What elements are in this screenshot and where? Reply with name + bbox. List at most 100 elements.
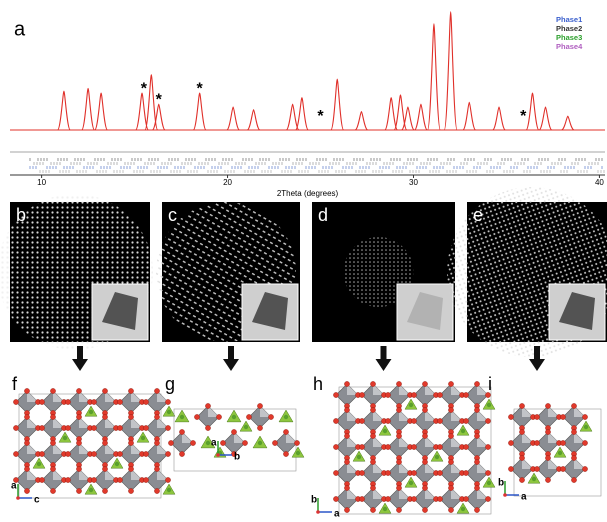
oxygen — [359, 392, 364, 397]
xrd-peak — [82, 88, 95, 130]
oxygen — [344, 459, 349, 464]
arrow-shaft — [77, 346, 83, 360]
oxygen — [268, 414, 273, 419]
oxygen — [231, 429, 236, 434]
cation — [232, 415, 236, 419]
oxygen — [283, 451, 288, 456]
cation — [409, 481, 413, 485]
x-axis-label: 2Theta (degrees) — [277, 189, 339, 198]
oxygen — [344, 507, 349, 512]
oxygen — [485, 444, 490, 449]
oxygen — [571, 403, 576, 408]
oxygen — [385, 392, 390, 397]
oxygen — [519, 403, 524, 408]
cation — [532, 477, 536, 481]
panel-label: b — [16, 205, 26, 225]
cation — [258, 441, 262, 445]
oxygen — [396, 433, 401, 438]
oxygen — [411, 444, 416, 449]
axis-label: a — [334, 509, 340, 520]
panel-label: d — [318, 205, 328, 225]
oxygen — [128, 440, 133, 445]
oxygen — [422, 433, 427, 438]
panel-label: c — [168, 205, 177, 225]
axis-label: b — [498, 478, 504, 489]
oxygen — [370, 459, 375, 464]
oxygen — [534, 440, 539, 445]
oxygen — [359, 470, 364, 475]
oxygen — [519, 477, 524, 482]
oxygen — [194, 414, 199, 419]
oxygen — [508, 414, 513, 419]
oxygen — [179, 451, 184, 456]
xrd-peak — [58, 91, 71, 130]
oxygen — [344, 485, 349, 490]
oxygen — [396, 381, 401, 386]
oxygen — [333, 418, 338, 423]
oxygen — [154, 414, 159, 419]
oxygen — [411, 496, 416, 501]
x-tick-label: 40 — [595, 178, 604, 187]
legend-entry: Phase2 — [556, 24, 582, 33]
oxygen — [13, 451, 18, 456]
arrow-shaft — [228, 346, 234, 360]
oxygen — [474, 507, 479, 512]
asterisk: * — [156, 91, 163, 108]
axis-label: b — [234, 452, 240, 463]
xrd-peak — [415, 104, 428, 130]
oxygen — [128, 466, 133, 471]
oxygen — [474, 407, 479, 412]
oxygen — [205, 425, 210, 430]
oxygen — [422, 507, 427, 512]
oxygen — [50, 466, 55, 471]
oxygen — [246, 414, 251, 419]
oxygen — [437, 444, 442, 449]
oxygen — [519, 429, 524, 434]
cation — [487, 403, 491, 407]
oxygen — [220, 440, 225, 445]
oxygen — [571, 455, 576, 460]
oxygen — [102, 414, 107, 419]
oxygen — [437, 392, 442, 397]
cation — [435, 455, 439, 459]
axis-label: a — [211, 438, 217, 449]
figure: a *****102030402Theta (degrees)Phase1Pha… — [0, 0, 607, 522]
cation — [357, 455, 361, 459]
oxygen — [545, 477, 550, 482]
arrow-shaft — [534, 346, 540, 360]
oxygen — [91, 425, 96, 430]
oxygen — [102, 388, 107, 393]
oxygen — [508, 440, 513, 445]
oxygen — [385, 418, 390, 423]
cation — [244, 425, 248, 429]
oxygen — [474, 381, 479, 386]
oxygen — [190, 440, 195, 445]
arrow-shaft — [381, 346, 387, 360]
oxygen — [39, 425, 44, 430]
oxygen — [154, 388, 159, 393]
oxygen — [411, 418, 416, 423]
oxygen — [117, 399, 122, 404]
cation — [167, 488, 171, 492]
arrow-head — [72, 359, 88, 371]
oxygen — [560, 414, 565, 419]
oxygen — [344, 407, 349, 412]
oxygen — [422, 485, 427, 490]
oxygen — [143, 451, 148, 456]
oxygen — [117, 477, 122, 482]
xrd-peak — [444, 12, 457, 130]
oxygen — [545, 403, 550, 408]
legend-entry: Phase1 — [556, 15, 582, 24]
oxygen — [571, 477, 576, 482]
oxygen — [143, 399, 148, 404]
legend-entry: Phase3 — [556, 33, 582, 42]
panel-label: f — [12, 374, 18, 394]
asterisk: * — [197, 80, 204, 97]
oxygen — [508, 466, 513, 471]
oxygen — [165, 451, 170, 456]
oxygen — [534, 466, 539, 471]
oxygen — [582, 414, 587, 419]
oxygen — [485, 470, 490, 475]
oxygen — [168, 440, 173, 445]
axis-origin — [16, 496, 20, 500]
